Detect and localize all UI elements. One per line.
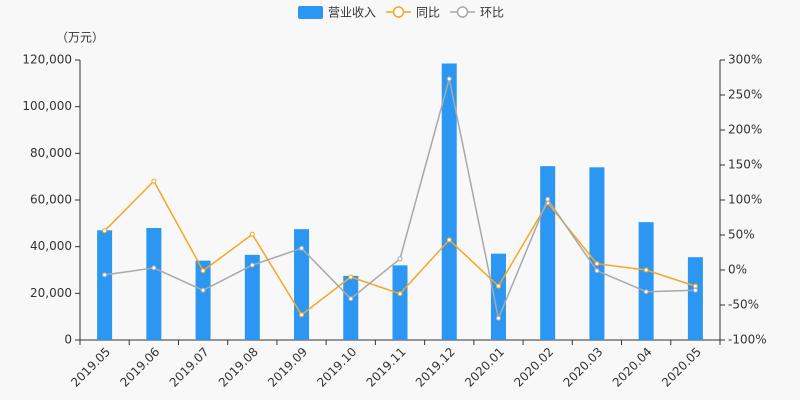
point — [446, 237, 452, 243]
bar — [441, 63, 457, 340]
bar — [244, 254, 260, 340]
legend-swatch — [298, 6, 323, 19]
y-tick-label: 40,000 — [30, 239, 72, 253]
x-tick-label: 2019.11 — [364, 345, 409, 390]
bar — [589, 167, 605, 340]
point — [151, 178, 157, 184]
point — [643, 289, 649, 295]
point — [495, 283, 501, 289]
y2-tick-label: 0% — [728, 263, 747, 277]
x-tick-label: 2019.07 — [167, 345, 212, 390]
point — [299, 312, 305, 318]
bar — [687, 257, 703, 340]
y2-tick-label: 200% — [728, 123, 762, 137]
y-tick-label: 80,000 — [30, 146, 72, 160]
point — [249, 262, 255, 268]
bar — [343, 275, 359, 340]
x-tick-label: 2019.09 — [265, 345, 310, 390]
point — [397, 291, 403, 297]
bar — [294, 229, 310, 340]
point — [643, 267, 649, 273]
point — [102, 228, 108, 234]
x-tick-label: 2020.02 — [511, 345, 556, 390]
legend-label: 营业收入 — [328, 6, 376, 20]
point — [692, 283, 698, 289]
x-tick-label: 2020.01 — [462, 345, 507, 390]
point — [299, 245, 305, 251]
y2-tick-label: -50% — [728, 298, 759, 312]
legend-label: 环比 — [480, 6, 504, 20]
x-tick-label: 2019.05 — [68, 345, 113, 390]
point — [495, 315, 501, 321]
point — [200, 287, 206, 293]
y2-tick-label: 100% — [728, 193, 762, 207]
y-tick-label: 20,000 — [30, 286, 72, 300]
point — [249, 231, 255, 237]
point — [348, 296, 354, 302]
y2-tick-label: -100% — [728, 333, 767, 347]
bar — [97, 230, 113, 340]
point — [397, 256, 403, 262]
bar — [392, 265, 408, 340]
y-tick-label: 0 — [64, 333, 72, 347]
point — [102, 272, 108, 278]
point — [446, 76, 452, 82]
point — [692, 287, 698, 293]
x-tick-label: 2019.10 — [314, 345, 359, 390]
legend-swatch — [456, 6, 469, 18]
unit-label: （万元） — [56, 31, 104, 45]
point — [348, 274, 354, 280]
y2-tick-label: 300% — [728, 53, 762, 67]
x-tick-label: 2019.12 — [413, 345, 458, 390]
legend-label: 同比 — [416, 6, 440, 20]
y2-tick-label: 50% — [728, 228, 755, 242]
bar — [195, 260, 211, 340]
point — [594, 268, 600, 274]
point — [594, 261, 600, 267]
x-tick-label: 2020.03 — [561, 345, 606, 390]
x-tick-label: 2020.05 — [659, 345, 704, 390]
point — [151, 265, 157, 271]
x-tick-label: 2019.06 — [117, 345, 162, 390]
point — [545, 196, 551, 202]
legend-swatch — [392, 6, 405, 18]
point — [200, 268, 206, 274]
y-tick-label: 100,000 — [22, 99, 72, 113]
bar — [540, 166, 556, 340]
bar — [490, 253, 506, 340]
y2-tick-label: 250% — [728, 88, 762, 102]
y2-tick-label: 150% — [728, 158, 762, 172]
y-tick-label: 120,000 — [22, 53, 72, 67]
y-tick-label: 60,000 — [30, 193, 72, 207]
bar — [146, 228, 162, 340]
x-tick-label: 2019.08 — [216, 345, 261, 390]
bar — [638, 222, 654, 340]
x-tick-label: 2020.04 — [610, 345, 655, 390]
